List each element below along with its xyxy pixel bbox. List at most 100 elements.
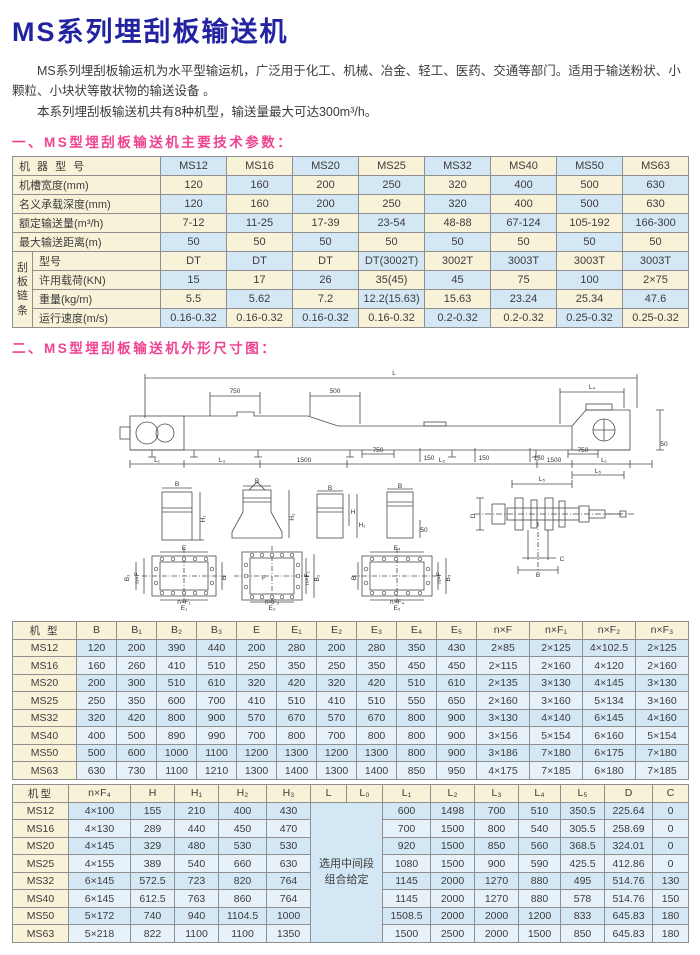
table-cell: 833 bbox=[560, 906, 605, 926]
table-cell: 530 bbox=[218, 836, 267, 856]
table-cell: 1104.5 bbox=[218, 906, 267, 926]
table-cell: 412.86 bbox=[604, 854, 653, 873]
dimension-label: B₁ bbox=[124, 574, 131, 581]
table-cell: 470 bbox=[266, 819, 311, 838]
table-cell: 1300 bbox=[236, 761, 277, 780]
dimension-label: B bbox=[175, 481, 179, 488]
table-cell: 500 bbox=[116, 726, 157, 745]
table-row: MS50 500 600 1000 1100 1200 1300 1200 1300 800 900… bbox=[12, 743, 689, 763]
dimension-label: E bbox=[182, 545, 187, 552]
table-cell: 570 bbox=[316, 708, 357, 728]
table-row: 最大输送距离(m) 50 50 50 50 50 50 50 50 bbox=[11, 231, 690, 252]
section1-heading: 一、MS型埋刮板输送机主要技术参数： bbox=[12, 134, 294, 150]
table-cell: 800 bbox=[276, 726, 317, 745]
column-header: L₃ bbox=[474, 783, 519, 803]
dimension-label: 150 bbox=[424, 455, 435, 462]
table-cell: 2000 bbox=[430, 906, 475, 926]
table-cell: 3×156 bbox=[476, 726, 530, 745]
table-cell: 530 bbox=[266, 836, 311, 856]
dimension-label: B₃ bbox=[445, 574, 452, 581]
model-header: MS32 bbox=[424, 155, 492, 176]
table-cell: 890 bbox=[156, 726, 197, 745]
table-cell: 1500 bbox=[430, 854, 475, 873]
table-cell: 900 bbox=[436, 743, 477, 763]
column-header: L₁ bbox=[382, 783, 431, 803]
dimension-label: H₁ bbox=[200, 515, 207, 523]
table-row: 额定输送量(m³/h) 7-12 11-25 17-39 23-54 48-88 67-12… bbox=[11, 212, 690, 233]
table-cell: 510 bbox=[356, 691, 397, 710]
table-cell: 1300 bbox=[356, 743, 397, 763]
table-row: MS12 120 200 390 440 200 280 200 280 350 430 2×85 2×… bbox=[12, 638, 689, 658]
table-cell: 1000 bbox=[156, 743, 197, 763]
table-cell: 410 bbox=[236, 691, 277, 710]
dimension-label: D bbox=[470, 513, 477, 518]
table-cell: 2×125 bbox=[635, 638, 689, 658]
dimension-label: n×F bbox=[436, 572, 443, 583]
table-cell: 0 bbox=[652, 836, 689, 856]
table-cell: 850 bbox=[560, 924, 605, 943]
table-cell: 500 bbox=[556, 193, 624, 214]
table-cell: 160 bbox=[76, 656, 117, 675]
table-cell: 0.2-0.32 bbox=[490, 307, 558, 328]
table-cell: 26 bbox=[292, 269, 360, 290]
table-cell: 450 bbox=[218, 819, 267, 838]
table-cell: 200 bbox=[292, 174, 360, 195]
table-cell: 2000 bbox=[474, 906, 519, 926]
table-cell: 50 bbox=[358, 231, 426, 252]
table-cell: 250 bbox=[236, 656, 277, 675]
dimension-label: E₅ bbox=[394, 605, 401, 612]
model-cell: MS50 bbox=[12, 743, 77, 763]
table-cell: 200 bbox=[292, 193, 360, 214]
table-cell: 5×154 bbox=[529, 726, 583, 745]
row-label: 名义承载深度(mm) bbox=[11, 193, 162, 214]
table-cell: 1200 bbox=[236, 743, 277, 763]
table-cell: 11-25 bbox=[226, 212, 294, 233]
table-cell: 850 bbox=[474, 836, 519, 856]
dimension-diagram: L 750 500 L₄ L₁ L₃ 1500 L₂ 1500 L₁ L₅ 750 750 150 150 1… bbox=[12, 362, 688, 619]
table-cell: 900 bbox=[196, 708, 237, 728]
table-cell: 1500 bbox=[430, 836, 475, 856]
table-cell: 6×180 bbox=[582, 761, 636, 780]
dimension-label: n×F₃ bbox=[265, 599, 279, 606]
table-cell: 800 bbox=[474, 819, 519, 838]
table-cell: 800 bbox=[156, 708, 197, 728]
column-header: E₃ bbox=[356, 620, 397, 640]
table-cell: 900 bbox=[436, 726, 477, 745]
table-row: MS40 400 500 890 990 700 800 700 800 800 900 3×156 5… bbox=[12, 726, 689, 745]
table-cell: 850 bbox=[396, 761, 437, 780]
table-cell: 2×125 bbox=[529, 638, 583, 658]
table-cell: 48-88 bbox=[424, 212, 492, 233]
table-cell: 320 bbox=[424, 193, 492, 214]
dimension-label: 50 bbox=[660, 441, 668, 448]
model-cell: MS12 bbox=[12, 638, 77, 658]
table-row: MS20 200 300 510 610 320 420 320 420 510 610 2×135 3… bbox=[12, 673, 689, 693]
table-cell: 440 bbox=[196, 638, 237, 658]
dimension-label: 150 bbox=[534, 455, 545, 462]
table-row: MS25 250 350 600 700 410 510 410 510 550 650 2×160 3… bbox=[12, 691, 689, 710]
table-row: MS16 4×130 289 440 450 470 700 1500 800 540 305.5 2… bbox=[12, 819, 689, 838]
table-cell: 990 bbox=[196, 726, 237, 745]
table-cell: 3×130 bbox=[529, 673, 583, 693]
table-cell: 7.2 bbox=[292, 288, 360, 309]
table-cell: 105-192 bbox=[556, 212, 624, 233]
table-cell: 12.2(15.63) bbox=[358, 288, 426, 309]
table-cell: 670 bbox=[356, 708, 397, 728]
dimension-label: E₁ bbox=[181, 605, 188, 612]
table-cell: 400 bbox=[490, 174, 558, 195]
model-cell: MS12 bbox=[12, 801, 69, 821]
intro-paragraph-2: 本系列埋刮板输送机共有8种机型，输送量最大可达300m³/h。 bbox=[37, 104, 378, 119]
table-cell: 320 bbox=[76, 708, 117, 728]
table-cell: 6×160 bbox=[582, 726, 636, 745]
dimension-label: B bbox=[328, 485, 332, 492]
table-cell: 900 bbox=[474, 854, 519, 873]
table-cell: 495 bbox=[560, 871, 605, 891]
table-cell: 350 bbox=[396, 638, 437, 658]
table-cell: 645.83 bbox=[604, 906, 653, 926]
table-cell: 45 bbox=[424, 269, 492, 290]
dimension-label: L₄ bbox=[589, 384, 596, 391]
table-cell: 200 bbox=[116, 638, 157, 658]
table-cell: 900 bbox=[436, 708, 477, 728]
table-cell: 1500 bbox=[518, 924, 561, 943]
model-cell: MS40 bbox=[12, 889, 69, 908]
table-cell: 289 bbox=[130, 819, 175, 838]
